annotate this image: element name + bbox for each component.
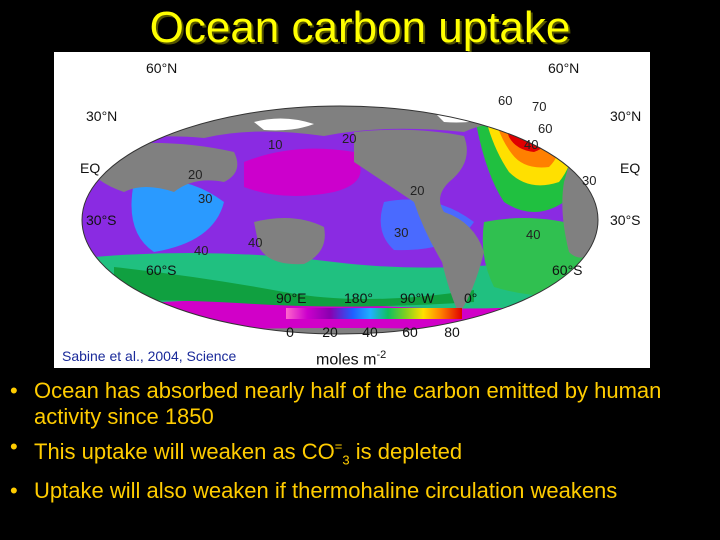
contour-label: 60 xyxy=(498,93,513,108)
contour-label: 70 xyxy=(532,99,547,114)
map-graphic xyxy=(81,105,599,335)
contour-label: 40 xyxy=(524,137,539,152)
sea-ice xyxy=(254,118,314,131)
lon-label-90w: 90°W xyxy=(400,290,435,306)
bullet-dot: • xyxy=(10,378,18,403)
units-base: moles m xyxy=(316,351,377,369)
lat-label-right-60n: 60°N xyxy=(548,60,580,76)
contour-label: 40 xyxy=(526,227,541,242)
bullet-text: Uptake will also weaken if thermohaline … xyxy=(34,477,618,503)
contour-label: 20 xyxy=(188,167,203,182)
lat-label-left-30s: 30°S xyxy=(86,212,117,228)
lon-label-90e: 90°E xyxy=(276,290,307,306)
bullet-item: • This uptake will weaken as CO=3 is dep… xyxy=(10,434,710,474)
lon-label-0: 0° xyxy=(464,290,478,306)
contour-label: 60 xyxy=(538,121,553,136)
bullet-item: • Ocean has absorbed nearly half of the … xyxy=(10,378,710,430)
globe-outline xyxy=(81,105,599,335)
australia-land xyxy=(254,218,325,265)
contour-label: 30 xyxy=(582,173,597,188)
arctic-land xyxy=(82,106,598,148)
lat-label-right-eq: EQ xyxy=(620,160,641,176)
indian-ocean-blue xyxy=(131,179,224,252)
africa-land xyxy=(562,148,598,258)
units-exponent: -2 xyxy=(376,349,387,361)
colorbar-tick: 20 xyxy=(322,324,338,340)
colorbar-tick: 80 xyxy=(444,324,460,340)
contour-label: 40 xyxy=(194,243,209,258)
bullet-text-post: is depleted xyxy=(349,439,463,465)
southern-dark-green-band xyxy=(114,267,474,307)
contour-label: 10 xyxy=(268,137,283,152)
bullet-list: • Ocean has absorbed nearly half of the … xyxy=(10,378,710,508)
lat-label-right-30s: 30°S xyxy=(610,212,641,228)
contour-label: 30 xyxy=(198,191,213,206)
contour-label: 20 xyxy=(342,131,357,146)
contour-label: 30 xyxy=(394,225,409,240)
lon-label-180: 180° xyxy=(344,290,373,306)
contour-label: 20 xyxy=(410,183,425,198)
bullet-item: • Uptake will also weaken if thermohalin… xyxy=(10,478,710,504)
bullet-text-sub: 3 xyxy=(342,452,350,468)
americas-land xyxy=(354,129,484,314)
colorbar-units: moles m-2 xyxy=(316,346,386,369)
colorbar-tick: 60 xyxy=(402,324,418,340)
citation: Sabine et al., 2004, Science xyxy=(62,348,237,364)
contour-label: 40 xyxy=(248,235,263,250)
ocean-carbon-map-figure: 60°N 30°N EQ 30°S 60°S 60°N 30°N EQ 30°S… xyxy=(54,52,650,368)
lat-label-right-60s: 60°S xyxy=(552,262,583,278)
north-pacific-magenta xyxy=(244,148,361,196)
lat-label-left-eq: EQ xyxy=(80,160,101,176)
slide-title: Ocean carbon uptake xyxy=(149,3,571,52)
bullet-dot: • xyxy=(10,434,18,459)
lat-label-right-30n: 30°N xyxy=(610,108,642,124)
bullet-dot: • xyxy=(10,477,18,503)
colorbar-tick: 40 xyxy=(362,324,378,340)
colorbar-tick: 0 xyxy=(286,324,294,340)
lat-label-left-60n: 60°N xyxy=(146,60,178,76)
lat-label-left-30n: 30°N xyxy=(86,108,118,124)
sea-ice xyxy=(434,110,494,123)
lat-label-left-60s: 60°S xyxy=(146,262,177,278)
colorbar xyxy=(286,308,462,319)
bullet-text-pre: This uptake will weaken as CO xyxy=(34,439,335,465)
bullet-text: Ocean has absorbed nearly half of the ca… xyxy=(34,378,662,429)
bullet-text: This uptake will weaken as CO=3 is deple… xyxy=(34,439,463,468)
bullet-text-sup: = xyxy=(334,439,343,454)
